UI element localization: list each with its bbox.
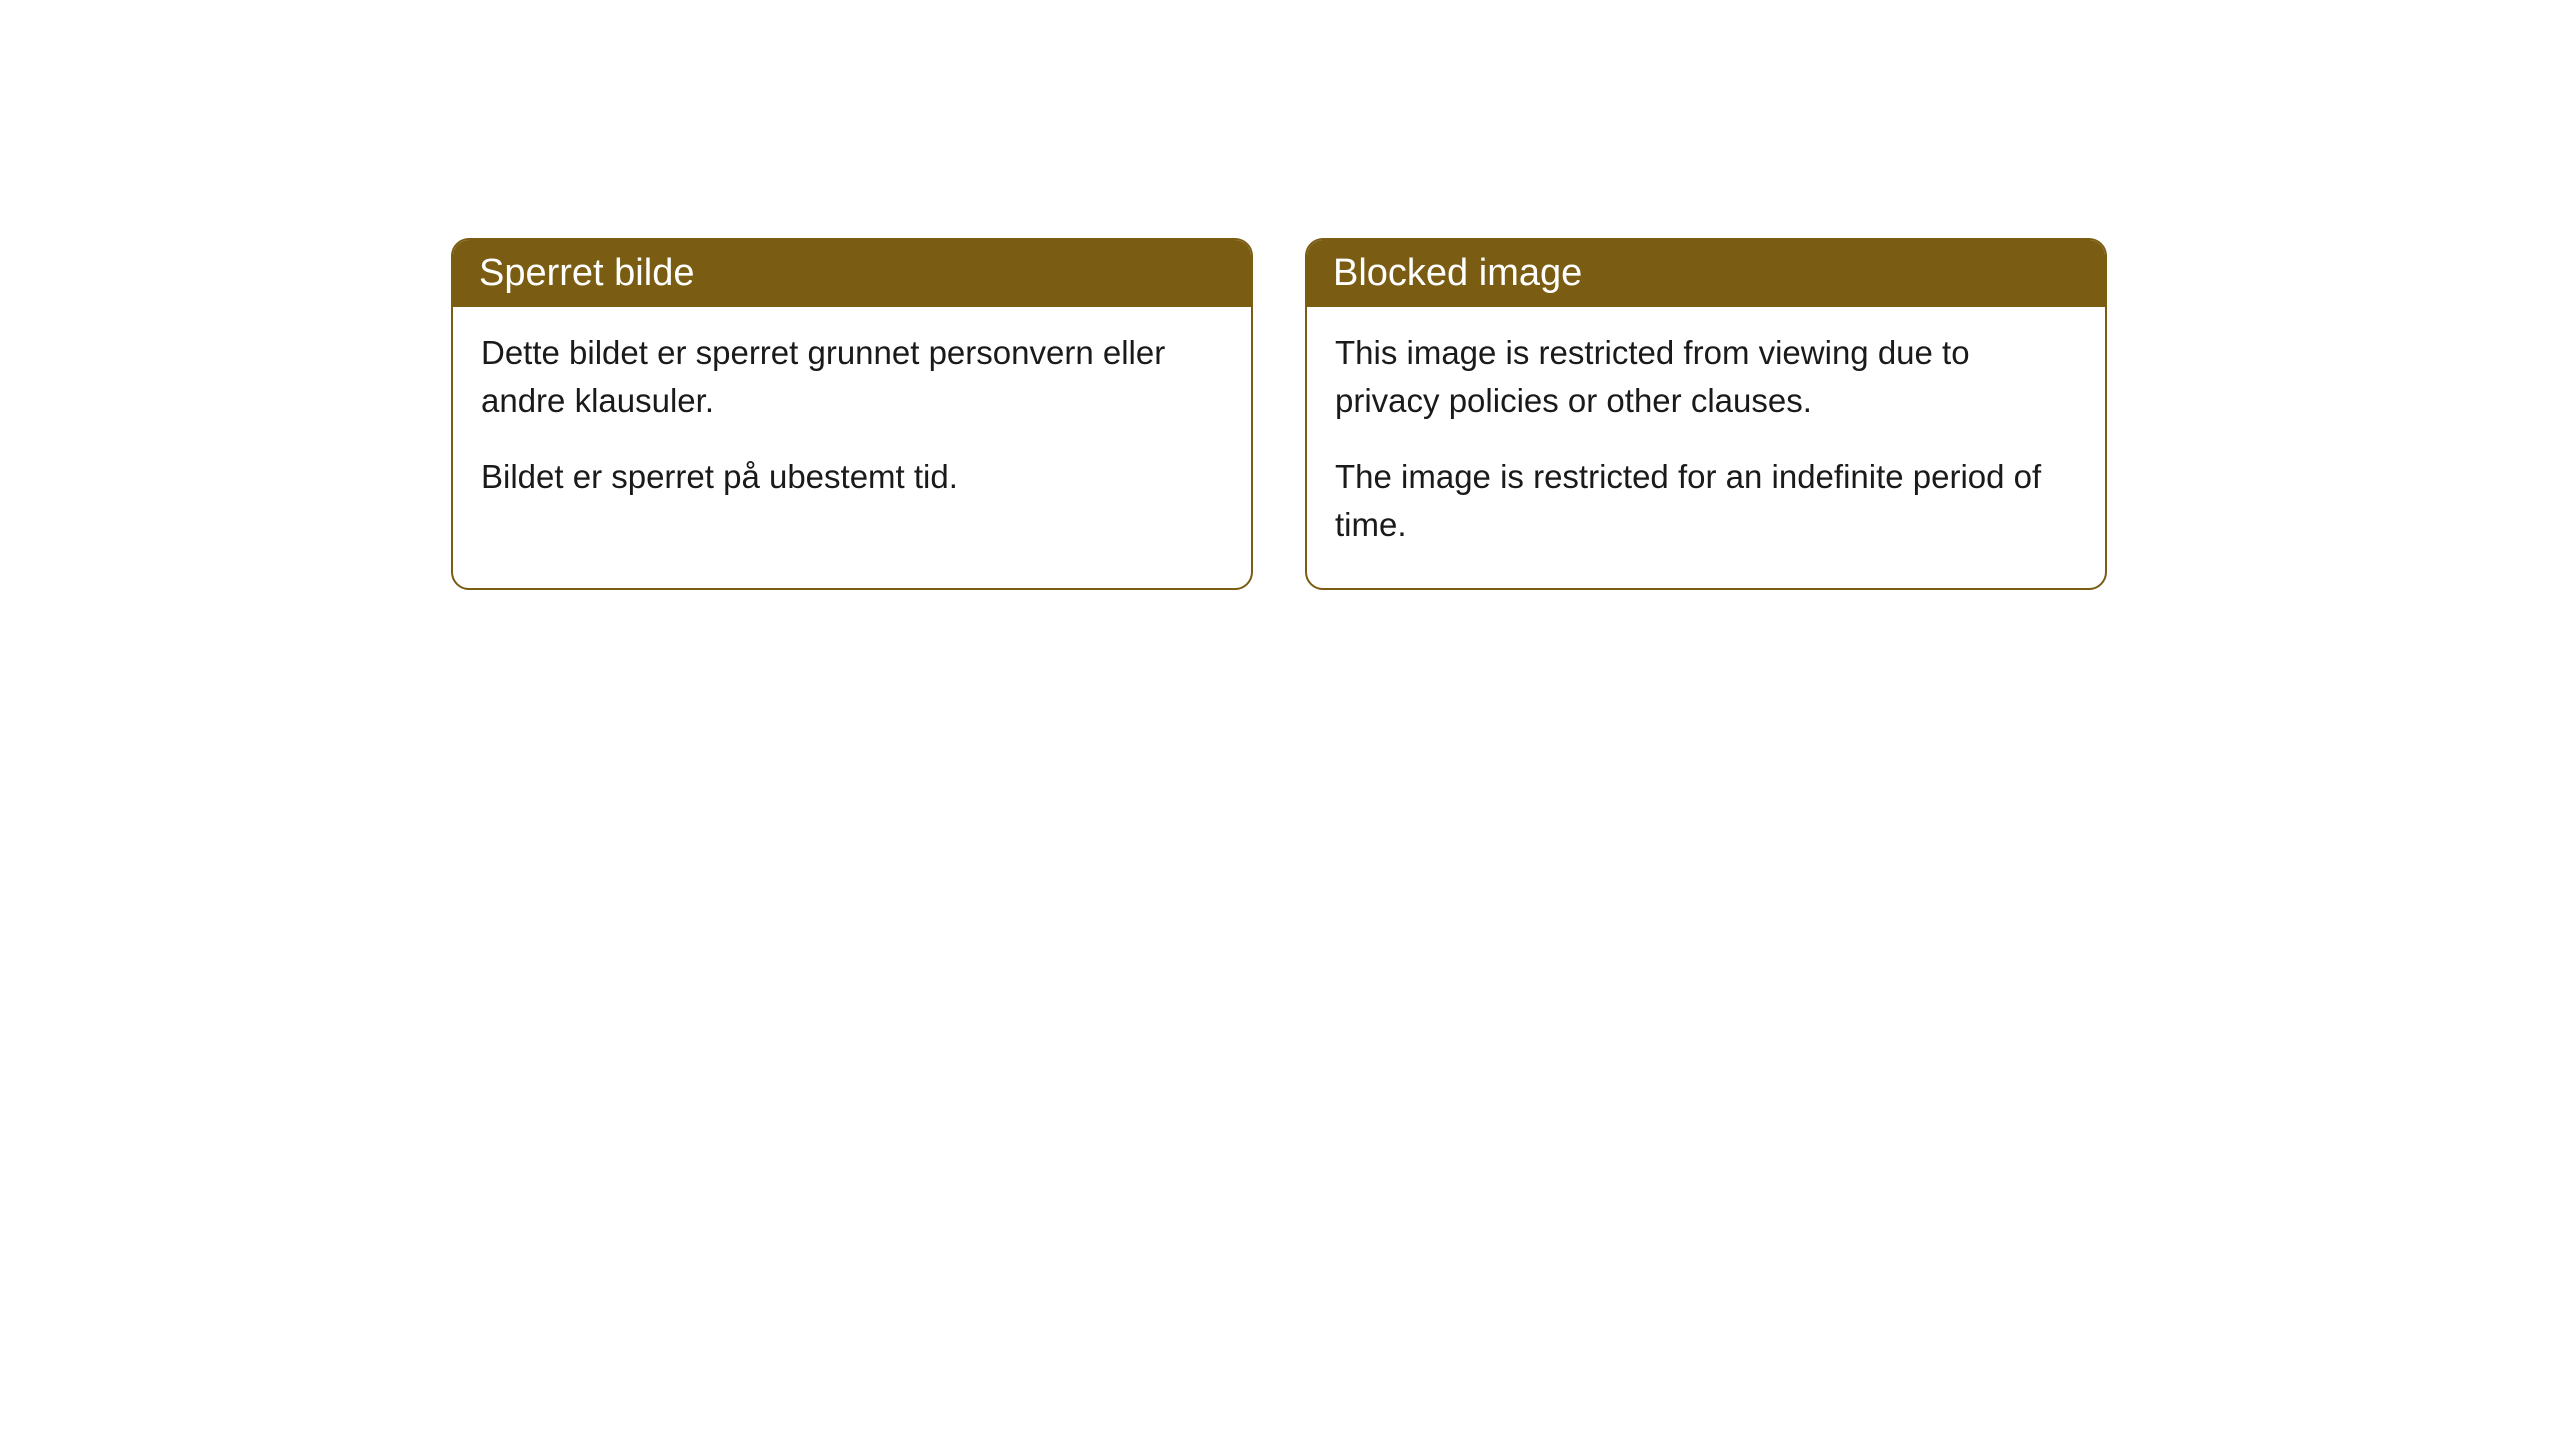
card-title: Blocked image xyxy=(1333,252,1582,294)
card-paragraph: Dette bildet er sperret grunnet personve… xyxy=(481,329,1223,425)
card-body: Dette bildet er sperret grunnet personve… xyxy=(453,307,1251,541)
card-header: Blocked image xyxy=(1307,240,2105,307)
card-paragraph: This image is restricted from viewing du… xyxy=(1335,329,2077,425)
notice-cards-container: Sperret bilde Dette bildet er sperret gr… xyxy=(451,238,2107,590)
card-header: Sperret bilde xyxy=(453,240,1251,307)
card-title: Sperret bilde xyxy=(479,252,694,294)
notice-card-norwegian: Sperret bilde Dette bildet er sperret gr… xyxy=(451,238,1253,590)
card-paragraph: The image is restricted for an indefinit… xyxy=(1335,453,2077,549)
card-paragraph: Bildet er sperret på ubestemt tid. xyxy=(481,453,1223,501)
card-body: This image is restricted from viewing du… xyxy=(1307,307,2105,588)
notice-card-english: Blocked image This image is restricted f… xyxy=(1305,238,2107,590)
